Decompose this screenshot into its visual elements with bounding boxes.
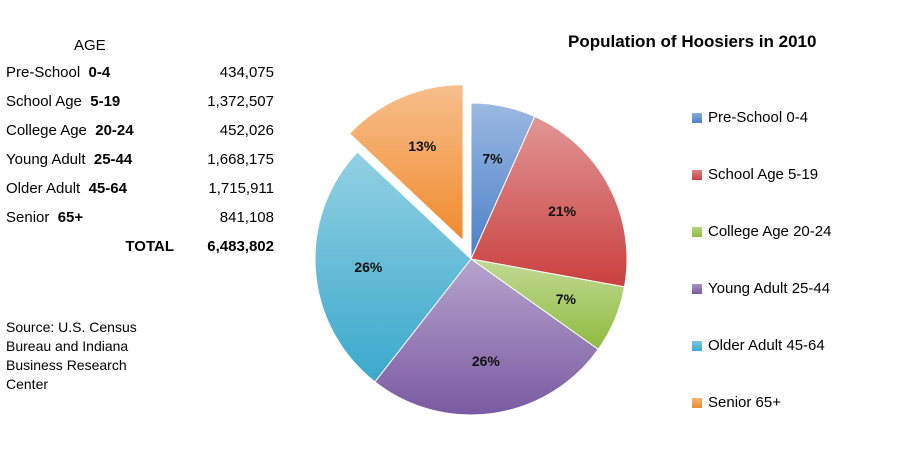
legend-label: Older Adult 45-64 [708, 337, 825, 354]
total-value: 6,483,802 [207, 238, 274, 255]
row-range: 5-19 [90, 93, 121, 110]
table-header: AGE [74, 37, 106, 54]
pie-slice [314, 151, 472, 383]
pie-slice-label: 21% [548, 203, 577, 219]
table-row: Young Adult 25-44 1,668,175 [6, 145, 274, 174]
pie-slice [470, 115, 628, 288]
legend-label: Pre-School 0-4 [708, 109, 809, 126]
row-name: Young Adult [6, 151, 86, 168]
row-name: College Age [6, 122, 87, 139]
table-row: School Age 5-19 1,372,507 [6, 87, 274, 116]
row-range: 20-24 [95, 122, 134, 139]
row-range: 45-64 [88, 180, 127, 197]
table-row: College Age 20-24 452,026 [6, 116, 274, 145]
source-note: Source: U.S. Census Bureau and Indiana B… [6, 319, 137, 392]
table-row: Senior 65+ 841,108 [6, 203, 274, 232]
row-range: 0-4 [88, 64, 111, 81]
chart-title: Population of Hoosiers in 2010 [568, 32, 817, 51]
row-value: 434,075 [219, 64, 274, 81]
legend-swatch [692, 284, 702, 294]
legend-swatch [692, 398, 702, 408]
row-range: 25-44 [93, 151, 133, 168]
legend-swatch [692, 227, 702, 237]
legend-swatch [692, 341, 702, 351]
row-value: 1,668,175 [207, 151, 274, 168]
row-value: 1,372,507 [207, 93, 274, 110]
row-range: 65+ [57, 209, 84, 226]
table-row: Pre-School 0-4 434,075 [6, 58, 274, 87]
row-value: 1,715,911 [208, 180, 274, 197]
legend-label: Senior 65+ [708, 394, 781, 411]
pie-slice [374, 258, 599, 416]
table-total-row: TOTAL 6,483,802 [6, 232, 274, 261]
legend-label: Young Adult 25-44 [708, 280, 831, 297]
pie-slice-label: 26% [472, 353, 501, 369]
row-value: 841,108 [219, 209, 274, 226]
legend-label: College Age 20-24 [708, 223, 832, 240]
population-table: AGE Pre-School 0-4 434,075 School Age 5-… [6, 34, 274, 261]
row-name: Pre-School [6, 64, 81, 81]
pie-slice [348, 84, 464, 242]
total-label: TOTAL [125, 238, 174, 255]
legend-swatch [692, 113, 702, 123]
pie-slice-label: 7% [556, 291, 577, 307]
row-name: School Age [6, 93, 82, 110]
pie-slice-label: 26% [354, 259, 383, 275]
row-value: 452,026 [219, 122, 274, 139]
pie-slice-label: 7% [482, 150, 503, 166]
row-name: Older Adult [6, 180, 81, 197]
legend-swatch [692, 170, 702, 180]
table-row: Older Adult 45-64 1,715,911 [6, 174, 274, 203]
row-name: Senior [6, 209, 50, 226]
legend-label: School Age 5-19 [708, 166, 819, 183]
pie-slice-label: 13% [408, 138, 437, 154]
